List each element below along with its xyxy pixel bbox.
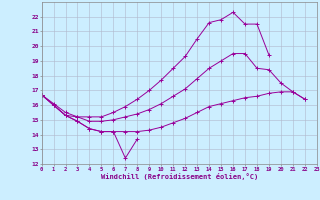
X-axis label: Windchill (Refroidissement éolien,°C): Windchill (Refroidissement éolien,°C) (100, 173, 258, 180)
